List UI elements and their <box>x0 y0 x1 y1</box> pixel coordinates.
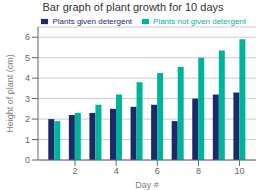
svg-text:3: 3 <box>25 94 30 104</box>
html-text:Plants given detergent: Plants given detergent <box>52 17 132 26</box>
html-text:Bar graph of plant growth for: Bar graph of plant growth for 10 days <box>42 1 224 13</box>
svg-text:6: 6 <box>25 32 30 42</box>
svg-text:8: 8 <box>196 166 201 176</box>
svg-text:0: 0 <box>25 155 30 165</box>
svg-text:Height of plant (cm): Height of plant (cm) <box>8 54 15 133</box>
svg-text:10: 10 <box>235 166 245 176</box>
svg-text:5: 5 <box>25 53 30 63</box>
svg-text:6: 6 <box>155 166 160 176</box>
svg-text:Day #: Day # <box>135 180 159 190</box>
svg-text:4: 4 <box>25 73 30 83</box>
svg-text:2: 2 <box>25 114 30 124</box>
svg-text:1: 1 <box>25 135 30 145</box>
html-text:Plants not given detergent: Plants not given detergent <box>153 17 246 26</box>
svg-text:4: 4 <box>114 166 119 176</box>
svg-text:2: 2 <box>73 166 78 176</box>
